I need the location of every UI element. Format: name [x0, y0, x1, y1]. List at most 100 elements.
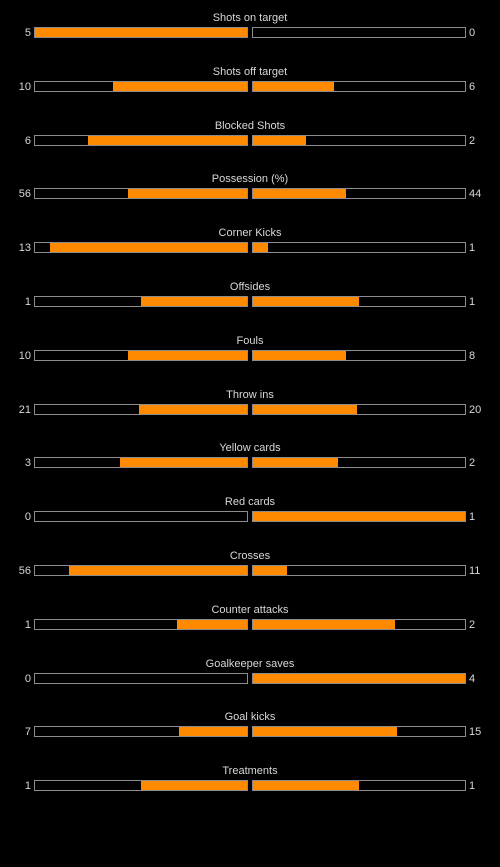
away-value: 0 [469, 27, 476, 39]
away-bar-fill [253, 458, 338, 468]
stat-row-crosses: Crosses 56 11 [0, 538, 500, 578]
home-bar [34, 511, 248, 523]
home-value: 21 [18, 403, 31, 416]
away-value: 1 [469, 296, 476, 308]
stat-row-fouls: Fouls 10 8 [0, 323, 500, 363]
away-bar [252, 296, 466, 307]
stat-row-possession: Possession (%) 56 44 [0, 161, 500, 201]
stat-label: Goal kicks [224, 711, 276, 724]
away-bar-fill [253, 566, 287, 575]
away-bar-fill [253, 189, 347, 199]
home-bar [34, 672, 248, 684]
stat-row-shots-on-target: Shots on target 5 0 [0, 0, 500, 40]
away-value: 1 [469, 511, 476, 524]
away-bar [252, 349, 466, 361]
away-bar [252, 242, 466, 254]
home-bar-fill [49, 243, 247, 253]
stat-row-throw-ins: Throw ins 21 20 [0, 377, 500, 417]
stat-label: Possession (%) [211, 173, 289, 186]
away-bar-fill [253, 243, 268, 253]
away-value: 2 [469, 457, 476, 470]
home-bar [34, 242, 248, 254]
home-value: 1 [24, 780, 31, 793]
stat-label: Shots off target [212, 65, 288, 78]
away-bar-fill [253, 135, 306, 145]
stat-label: Yellow cards [219, 442, 281, 455]
home-value: 56 [18, 565, 31, 577]
away-bar [252, 403, 466, 415]
home-value: 0 [24, 511, 31, 524]
home-bar [34, 296, 248, 307]
home-value: 10 [18, 80, 31, 93]
stat-label: Counter attacks [211, 603, 289, 616]
away-bar-fill [253, 727, 398, 737]
stat-label: Fouls [236, 334, 264, 347]
away-bar [252, 134, 466, 146]
away-bar-fill [253, 81, 334, 91]
stat-label: Red cards [224, 496, 276, 509]
home-bar [34, 403, 248, 415]
home-value: 6 [24, 134, 31, 147]
away-bar-fill [253, 350, 347, 360]
home-bar [34, 134, 248, 146]
stat-label: Treatments [222, 765, 278, 778]
home-value: 3 [24, 457, 31, 470]
away-bar [252, 80, 466, 92]
home-bar [34, 565, 248, 576]
home-bar-fill [141, 297, 247, 306]
away-value: 11 [469, 565, 481, 577]
stat-label: Goalkeeper saves [205, 657, 295, 670]
away-value: 1 [469, 780, 476, 793]
home-value: 56 [18, 188, 31, 201]
home-bar [34, 188, 248, 200]
away-bar [252, 726, 466, 738]
stat-row-goalkeeper-saves: Goalkeeper saves 0 4 [0, 646, 500, 686]
home-bar-fill [128, 350, 247, 360]
away-bar-fill [253, 781, 359, 791]
stat-row-red-cards: Red cards 0 1 [0, 484, 500, 524]
away-value: 6 [469, 80, 476, 93]
home-bar-fill [119, 458, 247, 468]
away-bar-fill [253, 619, 396, 629]
away-bar [252, 457, 466, 469]
home-bar-fill [141, 781, 247, 791]
stat-label: Throw ins [226, 388, 274, 401]
home-bar-fill [68, 566, 247, 575]
away-value: 2 [469, 134, 476, 147]
home-bar-fill [35, 28, 247, 37]
away-bar [252, 672, 466, 684]
stat-row-treatments: Treatments 1 1 [0, 753, 500, 793]
home-value: 1 [24, 618, 31, 631]
stat-row-shots-off-target: Shots off target 10 6 [0, 54, 500, 94]
away-value: 15 [469, 726, 482, 739]
stat-label: Offsides [229, 281, 271, 293]
home-bar [34, 80, 248, 92]
away-bar-fill [253, 512, 465, 522]
home-bar-fill [177, 619, 247, 629]
away-value: 20 [469, 403, 482, 416]
home-value: 7 [24, 726, 31, 739]
away-bar-fill [253, 297, 359, 306]
away-value: 1 [469, 242, 476, 255]
home-bar-fill [128, 189, 247, 199]
away-value: 8 [469, 349, 476, 362]
away-bar [252, 27, 466, 38]
home-bar-fill [138, 404, 247, 414]
stat-label: Shots on target [212, 12, 288, 24]
home-value: 0 [24, 672, 31, 685]
stat-row-yellow-cards: Yellow cards 3 2 [0, 430, 500, 470]
home-bar-fill [179, 727, 247, 737]
stat-label: Blocked Shots [214, 119, 286, 132]
home-bar [34, 27, 248, 38]
home-value: 5 [24, 27, 31, 39]
away-bar [252, 565, 466, 576]
away-bar-fill [253, 404, 357, 414]
home-value: 13 [18, 242, 31, 255]
away-value: 44 [469, 188, 482, 201]
away-bar [252, 511, 466, 523]
away-value: 4 [469, 672, 476, 685]
stat-row-corner-kicks: Corner Kicks 13 1 [0, 215, 500, 255]
stat-label: Crosses [229, 550, 271, 562]
stat-label: Corner Kicks [218, 227, 282, 240]
home-bar [34, 726, 248, 738]
